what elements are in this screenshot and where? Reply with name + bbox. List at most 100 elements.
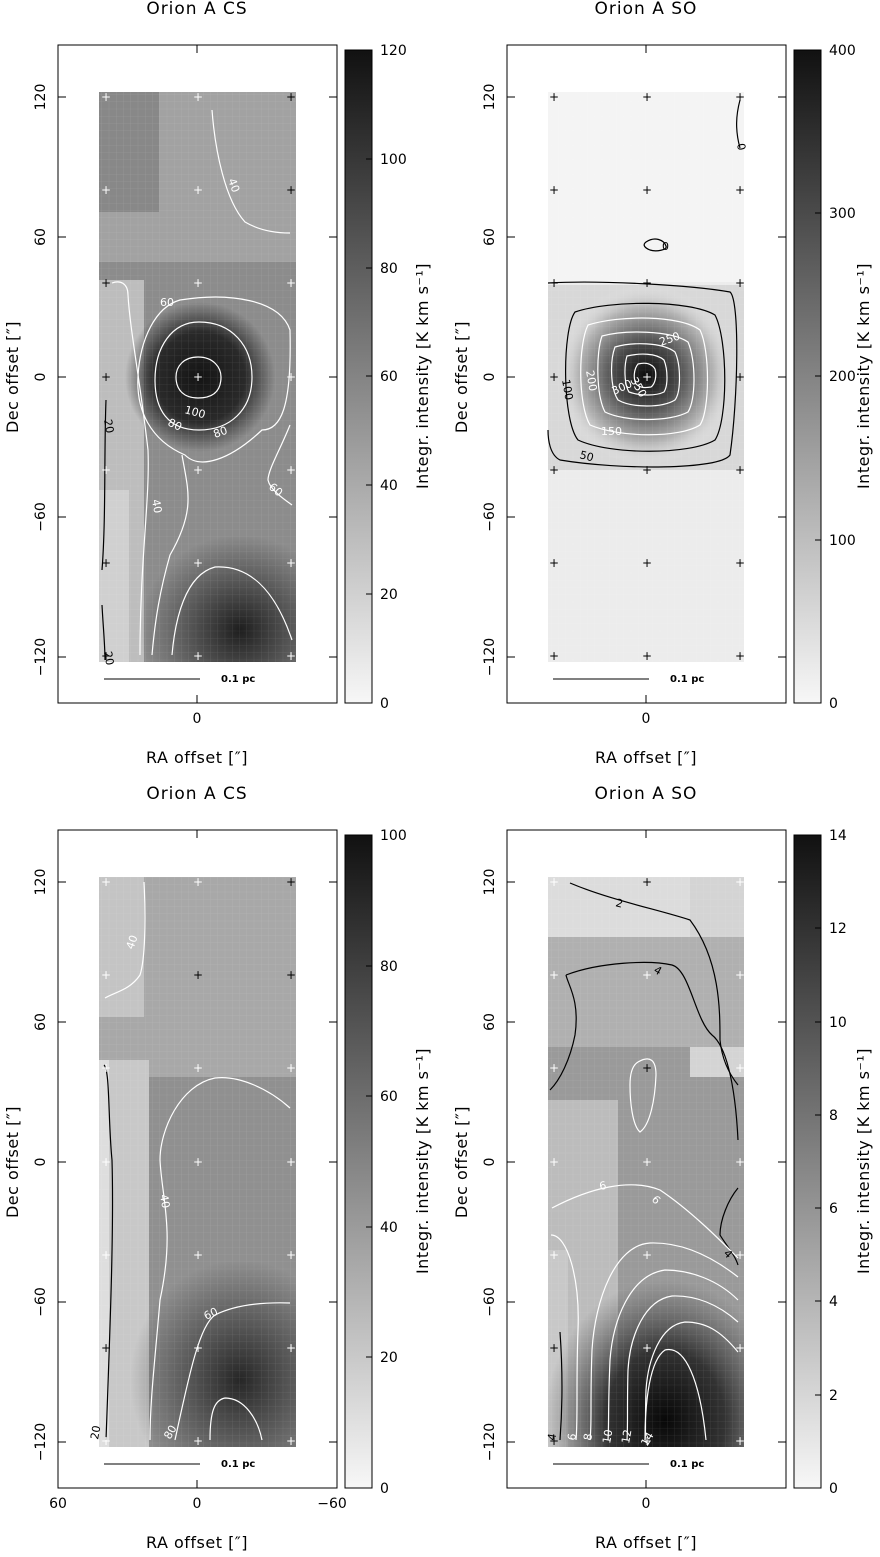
position-marker: + [101,183,111,197]
contours [103,881,291,1441]
position-marker: + [549,370,559,384]
panel-so-bottom: Orion A SO 2 [452,784,873,1552]
contour-label: 100 [183,403,207,421]
position-marker: + [101,1248,111,1262]
colorbar-tick-label: 200 [829,369,856,385]
x-axis-label: RA offset [″] [595,1533,697,1552]
contour-label: 6 [565,1432,579,1441]
position-marker: + [286,968,296,982]
x-axis-label: RA offset [″] [146,1533,248,1552]
position-marker: + [735,463,745,477]
position-marker: + [642,968,652,982]
y-tick-label: −60 [482,1287,498,1317]
y-tick-label: −120 [33,1423,49,1461]
colorbar-label: Integr. intensity [K km s⁻¹] [854,1048,873,1274]
axis-ticks [507,45,786,703]
x-tick-label: −60 [317,1496,347,1512]
position-marker: + [642,556,652,570]
contours [101,109,293,661]
position-marker: + [642,1061,652,1075]
position-marker: + [286,875,296,889]
contour-label: 14 [638,1430,656,1449]
axis-ticks [58,45,337,703]
y-tick-labels: 120 60 0 −60 −120 [33,869,49,1462]
colorbar-tick-labels: 0 2 4 6 8 10 12 14 [829,828,847,1497]
chart-title: Orion A SO [595,0,698,19]
scale-bar-label: 0.1 pc [670,1459,704,1470]
position-marker: + [549,276,559,290]
position-marker: + [549,649,559,663]
position-marker: + [101,90,111,104]
position-marker: + [735,276,745,290]
position-marker: + [642,649,652,663]
x-axis-label: RA offset [″] [595,748,697,767]
position-marker: + [101,1341,111,1355]
colorbar [793,834,822,1489]
x-tick-labels: 60 0 −60 [49,1496,347,1512]
position-marker: + [286,1155,296,1169]
position-marker: + [642,370,652,384]
y-tick-label: −60 [482,502,498,532]
contour-label: 60 [202,1305,220,1323]
y-tick-label: 0 [33,373,49,382]
position-marker: + [286,183,296,197]
y-tick-label: −120 [33,638,49,676]
y-axis-label: Dec offset [″] [3,1106,22,1218]
contour-label: 0 [662,240,669,253]
position-marker: + [735,556,745,570]
observed-positions: + + + + + + + + + + + + + + + + + + + + + [101,875,296,1448]
contour-label: 20 [101,650,116,666]
chart-title: Orion A CS [146,0,247,19]
position-marker: + [642,1434,652,1448]
position-marker: + [101,1061,111,1075]
contour-label: 40 [124,933,141,951]
position-marker: + [286,1341,296,1355]
x-tick-label: 0 [193,1496,202,1512]
y-tick-label: 60 [33,1013,49,1031]
position-marker: + [193,1061,203,1075]
position-marker: + [549,90,559,104]
colorbar-tick-label: 0 [829,1481,838,1497]
contour-label: 80 [212,424,230,441]
position-marker: + [549,1061,559,1075]
y-tick-label: −60 [33,502,49,532]
position-marker: + [101,556,111,570]
position-marker: + [101,463,111,477]
contour-label: 12 [619,1428,634,1444]
position-marker: + [193,370,203,384]
panel-so-top: Orion A SO 0 0 250 100 200 350 [452,0,873,767]
contours [547,99,741,468]
position-marker: + [735,370,745,384]
y-tick-label: −60 [33,1287,49,1317]
colorbar-tick-label: 0 [829,696,838,712]
colorbar-tick-label: 0 [380,1481,389,1497]
position-marker: + [735,1155,745,1169]
position-marker: + [642,1248,652,1262]
colorbar-tick-label: 0 [380,696,389,712]
contour-label: 200 [583,369,599,392]
position-marker: + [101,649,111,663]
position-marker: + [286,370,296,384]
position-marker: + [101,875,111,889]
contour-label: 80 [166,416,184,434]
colorbar-tick-label: 12 [829,921,847,937]
position-marker: + [193,183,203,197]
colorbar-tick-label: 80 [380,261,398,277]
position-marker: + [286,90,296,104]
contour-label: 80 [161,1423,179,1442]
heatmap-image [548,877,744,1447]
colorbar-label: Integr. intensity [K km s⁻¹] [413,263,432,489]
position-marker: + [549,968,559,982]
colorbar-tick-label: 20 [380,1350,398,1366]
colorbar-tick-label: 60 [380,1089,398,1105]
contour-label: 6 [598,1179,607,1193]
position-marker: + [193,90,203,104]
position-marker: + [735,90,745,104]
position-marker: + [642,183,652,197]
position-marker: + [286,463,296,477]
scale-bar-label: 0.1 pc [221,1459,255,1470]
position-marker: + [549,183,559,197]
position-marker: + [101,1434,111,1448]
position-marker: + [735,1434,745,1448]
contour-label: 2 [614,896,624,910]
